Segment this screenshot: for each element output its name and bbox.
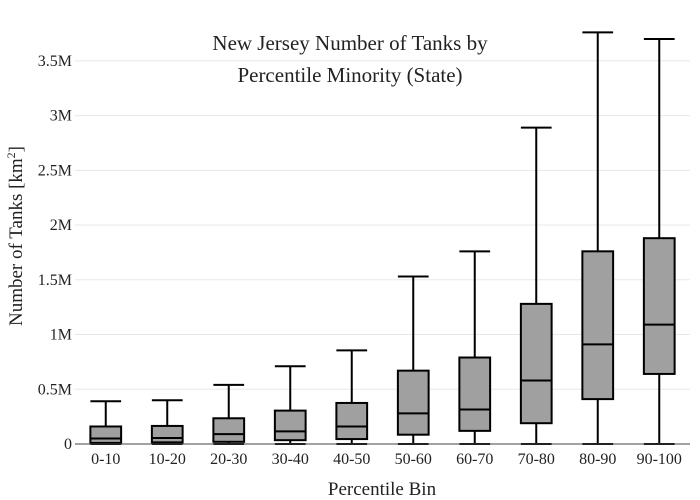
box-90-100: [642, 37, 676, 445]
box-30-40: [273, 365, 307, 445]
x-tick-label: 20-30: [210, 451, 247, 468]
y-axis-title-close: ]: [6, 146, 27, 152]
iqr-box: [89, 425, 123, 444]
y-tick-label: 2M: [50, 217, 72, 234]
y-tick-label: 1.5M: [38, 272, 72, 289]
y-tick-label: 3.5M: [38, 53, 72, 70]
iqr-box: [519, 302, 553, 425]
y-axis-title-superscript: 2: [4, 152, 18, 158]
y-axis-title: Number of Tanks [km2]: [4, 146, 27, 326]
box-10-20: [150, 399, 184, 445]
x-tick-labels: 0-10 10-20 20-30 30-40 40-50 50-60 60-70 70-80 8…: [91, 451, 682, 468]
gridlines: [75, 60, 690, 390]
y-tick-label: 1M: [50, 327, 72, 344]
x-tick-label: 50-60: [395, 451, 432, 468]
box-20-30: [212, 383, 246, 445]
iqr-box: [458, 356, 492, 432]
y-tick-label: 3M: [50, 108, 72, 125]
iqr-box: [212, 417, 246, 443]
x-tick-label: 70-80: [518, 451, 555, 468]
y-tick-label: 0: [64, 436, 72, 453]
box-50-60: [396, 275, 430, 445]
box-40-50: [335, 349, 369, 445]
iqr-box: [396, 369, 430, 436]
iqr-box: [273, 409, 307, 442]
y-axis-title-main: Number of Tanks [km: [6, 158, 27, 326]
iqr-box: [335, 401, 369, 441]
box-0-10: [89, 400, 123, 445]
x-tick-label: 0-10: [91, 451, 120, 468]
y-tick-label: 2.5M: [38, 162, 72, 179]
x-tick-label: 80-90: [579, 451, 616, 468]
boxes: [89, 31, 676, 445]
x-tick-label: 40-50: [333, 451, 370, 468]
iqr-box: [581, 250, 615, 401]
x-tick-label: 30-40: [272, 451, 309, 468]
iqr-box: [642, 237, 676, 375]
x-axis-title: Percentile Bin: [328, 479, 437, 500]
iqr-box: [150, 424, 184, 444]
chart-title-line-1: New Jersey Number of Tanks by: [212, 31, 488, 55]
x-tick-label: 60-70: [456, 451, 493, 468]
box-80-90: [581, 31, 615, 445]
chart-title-line-2: Percentile Minority (State): [237, 63, 462, 87]
y-tick-labels: 0 0.5M 1M 1.5M 2M 2.5M 3M 3.5M: [38, 53, 72, 453]
x-tick-label: 10-20: [149, 451, 186, 468]
box-70-80: [519, 126, 553, 445]
y-tick-label: 0.5M: [38, 381, 72, 398]
x-tick-label: 90-100: [637, 451, 682, 468]
